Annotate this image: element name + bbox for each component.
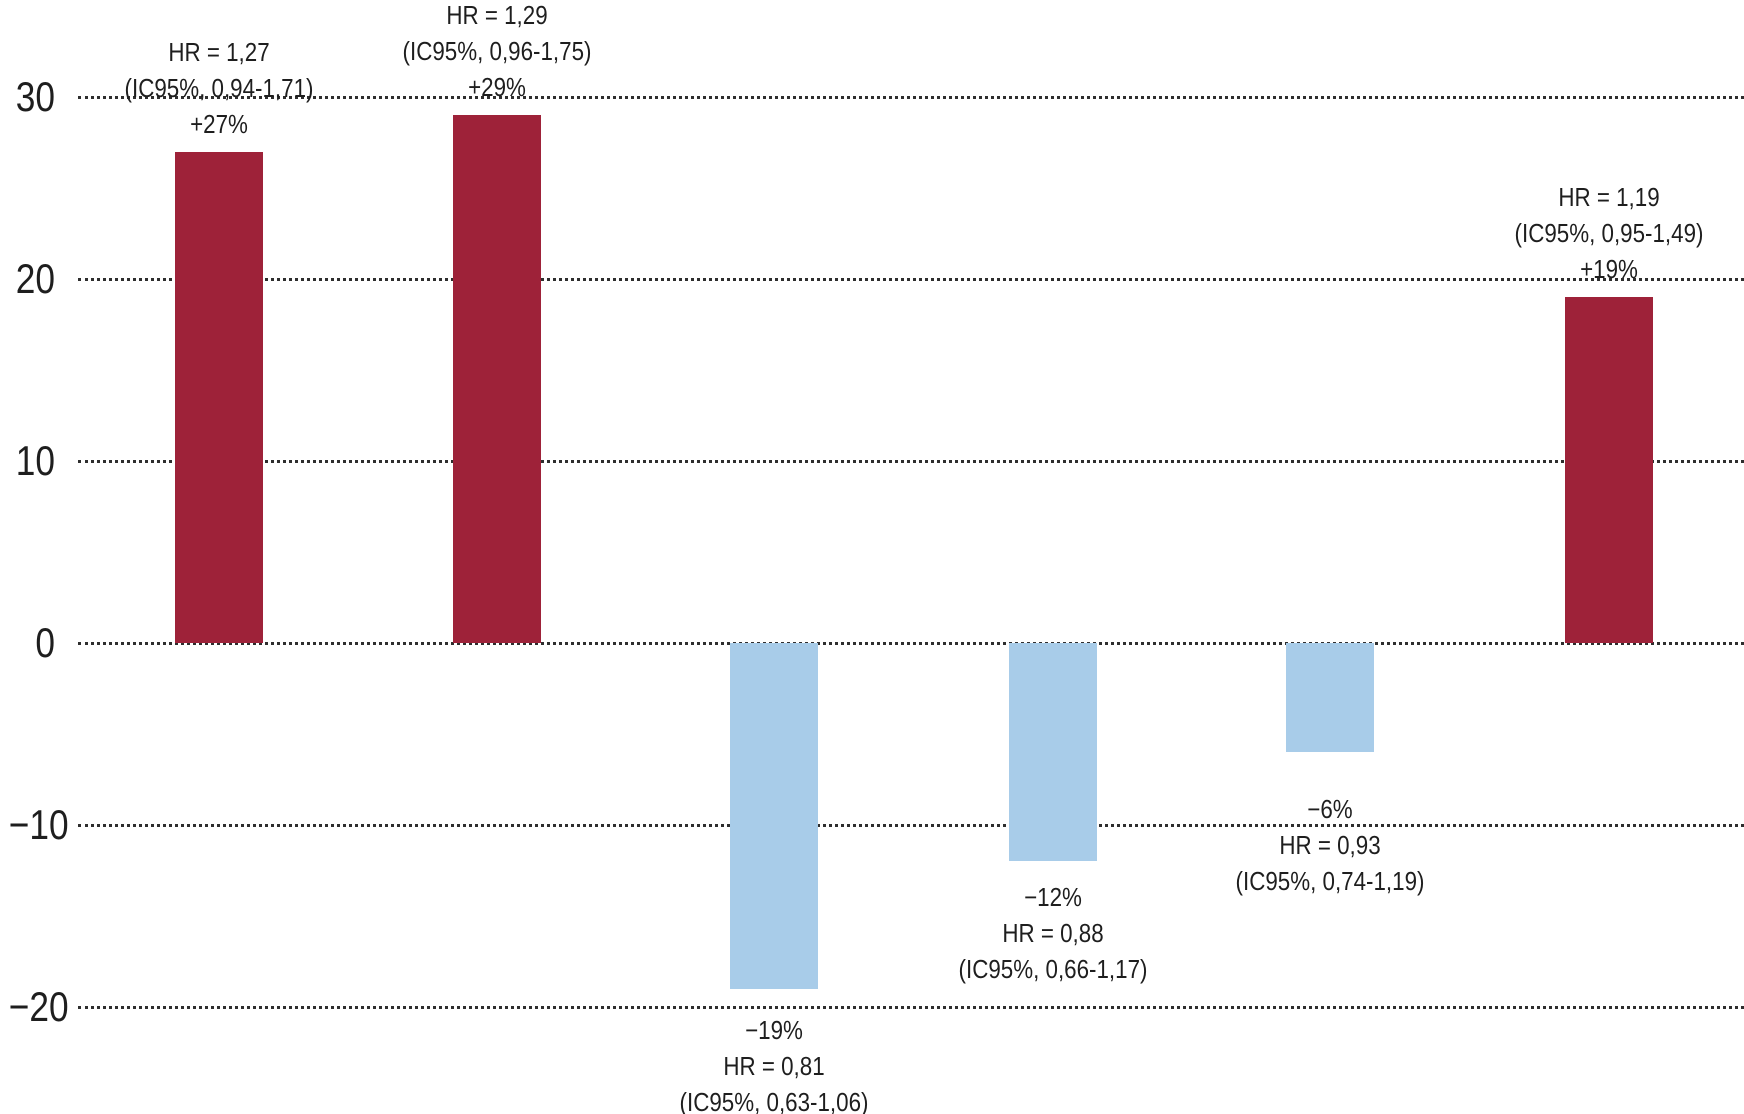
bar-3-decrease [730, 643, 818, 989]
bar-3-annotation: −19% HR = 0,81 (IC95%, 0,63-1,06) [602, 1012, 946, 1114]
y-tick-label--20: −20 [8, 983, 69, 1030]
bar-5-annotation-line-2: HR = 0,93 [1279, 830, 1381, 861]
bar-5-annotation-line-3: (IC95%, 0,74-1,19) [1235, 866, 1425, 897]
bar-4-annotation-line-2: HR = 0,88 [1002, 918, 1104, 949]
bar-5-decrease [1286, 643, 1374, 753]
bar-2-annotation-line-2: (IC95%, 0,96-1,75) [402, 36, 592, 67]
bar-6-annotation-line-2: (IC95%, 0,95-1,49) [1514, 218, 1704, 249]
bar-2-increase [453, 115, 541, 643]
bar-1-annotation: HR = 1,27 (IC95%, 0,94-1,71) +27% [47, 34, 391, 142]
y-tick-label--10: −10 [8, 801, 69, 848]
bar-4-annotation-line-3: (IC95%, 0,66-1,17) [958, 954, 1148, 985]
gridline--10 [78, 823, 1744, 827]
bar-4-annotation: −12% HR = 0,88 (IC95%, 0,66-1,17) [881, 879, 1225, 987]
bar-1-annotation-line-2: (IC95%, 0,94-1,71) [124, 72, 314, 103]
gridline--20 [78, 1005, 1744, 1009]
gridline-0 [78, 641, 1744, 645]
y-tick-label-20: 20 [15, 255, 55, 302]
bar-2-annotation-line-3: +29% [468, 72, 526, 103]
bar-2-annotation-line-1: HR = 1,29 [446, 0, 548, 31]
bar-3-annotation-line-1: −19% [745, 1014, 803, 1045]
bar-1-annotation-line-3: +27% [190, 108, 248, 139]
bar-1-increase [175, 151, 263, 643]
bar-3-annotation-line-3: (IC95%, 0,63-1,06) [679, 1086, 869, 1114]
bar-4-decrease [1009, 643, 1097, 862]
gridline-30 [78, 95, 1744, 99]
bar-2-annotation: HR = 1,29 (IC95%, 0,96-1,75) +29% [325, 0, 669, 105]
y-tick-label-0: 0 [35, 619, 55, 666]
bar-6-annotation-line-1: HR = 1,19 [1558, 182, 1660, 213]
gridline-20 [78, 277, 1744, 281]
bar-4-annotation-line-1: −12% [1024, 882, 1082, 913]
gridline-10 [78, 459, 1744, 463]
bar-1-annotation-line-1: HR = 1,27 [168, 36, 270, 67]
bar-3-annotation-line-2: HR = 0,81 [723, 1050, 825, 1081]
y-tick-label-10: 10 [15, 437, 55, 484]
bar-5-annotation-line-1: −6% [1307, 794, 1353, 825]
bar-5-annotation: −6% HR = 0,93 (IC95%, 0,74-1,19) [1158, 791, 1502, 899]
bar-6-annotation-line-3: +19% [1580, 254, 1638, 285]
bar-6-annotation: HR = 1,19 (IC95%, 0,95-1,49) +19% [1437, 179, 1744, 287]
y-tick-label-30: 30 [15, 73, 55, 120]
bar-6-increase [1565, 297, 1653, 643]
